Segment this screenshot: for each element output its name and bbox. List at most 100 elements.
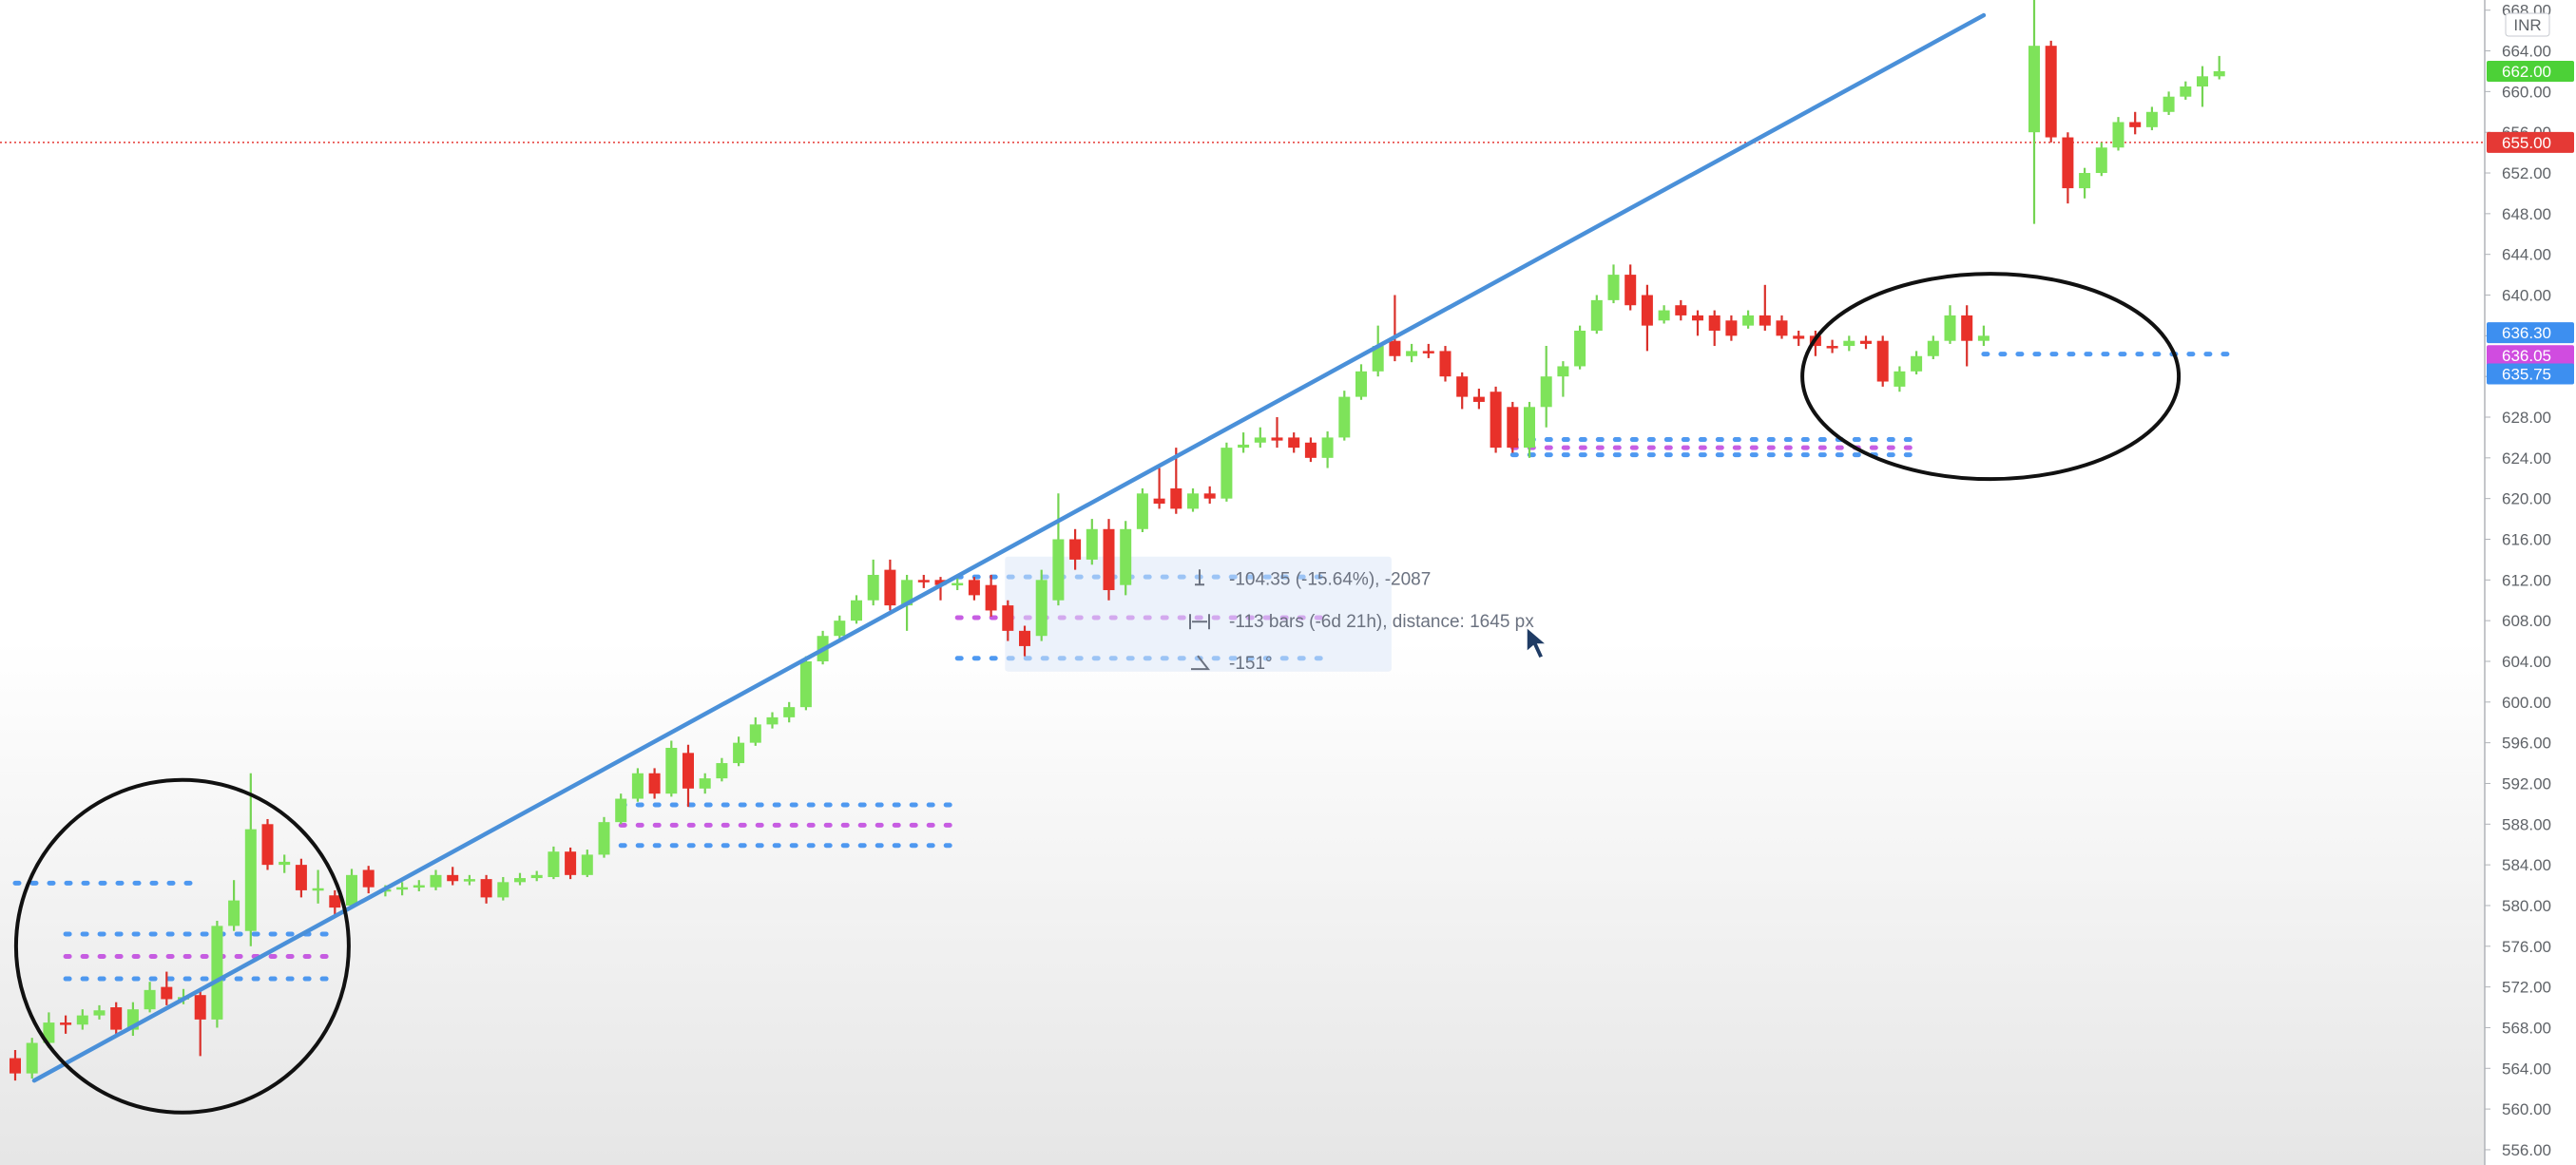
axis-tick-label: 604.00 <box>2502 653 2551 671</box>
candle-body <box>1624 275 1637 306</box>
candle-body <box>463 879 475 882</box>
candle-body <box>1052 539 1065 601</box>
candle-body <box>10 1058 21 1074</box>
axis-tick-label: 608.00 <box>2502 612 2551 630</box>
candle-body <box>110 1007 123 1030</box>
candle-body <box>2079 173 2091 189</box>
candle-body <box>514 878 526 883</box>
candle-body <box>1338 396 1351 438</box>
candle-body <box>447 874 459 882</box>
price-tag-label: 635.75 <box>2502 365 2551 383</box>
measure-tooltip-line: -151° <box>1229 654 1273 674</box>
angle-icon <box>1191 655 1211 671</box>
highlight-circle-left <box>13 777 351 1115</box>
price-tag: 662.00 <box>2487 60 2574 82</box>
candle-body <box>312 888 324 891</box>
candle-body <box>1221 448 1233 499</box>
candle-body <box>1439 351 1451 377</box>
candle-body <box>1002 605 1014 631</box>
price-tag-label: 655.00 <box>2502 134 2551 152</box>
candles <box>10 0 2225 1081</box>
candle-body <box>413 885 425 888</box>
candle-body <box>1472 396 1485 402</box>
candle-body <box>329 895 341 908</box>
candle-body <box>76 1015 88 1025</box>
measure-tooltip-background <box>1005 556 1392 672</box>
candle-body <box>733 742 745 764</box>
price-axis[interactable]: 556.00 560.00 564.00 568.00 572.00 576.00 580.… <box>2484 0 2576 1165</box>
candle-body <box>2028 46 2040 133</box>
candle-body <box>261 824 274 866</box>
axis-tick-label: 596.00 <box>2502 735 2551 753</box>
candle-body <box>799 660 812 708</box>
candle-body <box>1557 366 1569 377</box>
candle-body <box>2112 122 2124 148</box>
candle-body <box>1271 437 1283 441</box>
axis-tick-label: 612.00 <box>2502 571 2551 589</box>
axis-tick-label: 576.00 <box>2502 938 2551 956</box>
candle-body <box>548 851 560 877</box>
candle-body <box>1961 315 1973 341</box>
axis-tick-label: 652.00 <box>2502 164 2551 182</box>
candle-body <box>682 753 694 789</box>
candle-body <box>565 851 577 875</box>
candle-body <box>1069 539 1082 560</box>
candle-body <box>1826 346 1838 349</box>
highlight-circles <box>13 272 2182 1115</box>
candle-body <box>480 879 492 898</box>
measure-tooltip-box <box>1005 556 1392 672</box>
candle-body <box>279 861 291 866</box>
candle-body <box>598 822 610 855</box>
axis-tick-label: 664.00 <box>2502 43 2551 61</box>
price-tag: 655.00 <box>2487 131 2574 153</box>
candle-body <box>43 1022 55 1043</box>
candle-body <box>1389 340 1401 356</box>
trendline-segment <box>31 12 1987 1083</box>
candle-body <box>631 773 644 799</box>
axis-tick-label: 580.00 <box>2502 897 2551 915</box>
candle-body <box>1725 320 1738 336</box>
candle-body <box>1574 330 1586 367</box>
candle-body <box>1456 376 1469 397</box>
candle-body <box>1406 351 1418 356</box>
candle-body <box>1524 407 1535 449</box>
candle-body <box>2062 137 2074 189</box>
candle-body <box>1019 630 1030 646</box>
candle-body <box>1372 346 1384 372</box>
candle-body <box>1894 371 1906 387</box>
candle-body <box>211 926 223 1020</box>
highlight-circle-right <box>1800 272 2182 482</box>
candle-body <box>1641 295 1653 326</box>
candle-body <box>968 580 980 596</box>
candle-body <box>497 882 509 898</box>
price-tag-label: 636.30 <box>2502 324 2551 342</box>
measure-tooltip-line: -104.35 (-15.64%), -2087 <box>1229 569 1431 589</box>
candle-body <box>1843 340 1855 347</box>
axis-tick-label: 600.00 <box>2502 694 2551 712</box>
candle-body <box>1507 407 1519 449</box>
axis-tick-label: 616.00 <box>2502 530 2551 548</box>
trendline[interactable] <box>31 12 1987 1083</box>
axis-tick-label: 592.00 <box>2502 774 2551 793</box>
candle-body <box>1776 320 1788 336</box>
candle-body <box>1876 340 1889 382</box>
candle-body <box>244 829 257 931</box>
candle-body <box>1860 340 1872 344</box>
measure-tooltip: -104.35 (-15.64%), -2087 -113 bars (-6d 2… <box>1189 569 1534 674</box>
candle-body <box>1759 315 1771 326</box>
price-tag-label: 636.05 <box>2502 347 2551 365</box>
candle-body <box>1035 580 1048 637</box>
candle-body <box>665 747 678 794</box>
candle-body <box>194 995 206 1020</box>
candle-body <box>884 569 896 606</box>
axis-tick-label: 644.00 <box>2502 246 2551 264</box>
price-tag: 636.05 <box>2487 345 2574 367</box>
candle-body <box>2129 122 2142 127</box>
price-tag-box <box>2487 131 2574 153</box>
candle-body <box>1675 305 1687 315</box>
axis-tick-label: 584.00 <box>2502 856 2551 874</box>
candle-body <box>144 989 156 1010</box>
candle-body <box>2145 111 2158 127</box>
candle-body <box>1742 315 1755 326</box>
